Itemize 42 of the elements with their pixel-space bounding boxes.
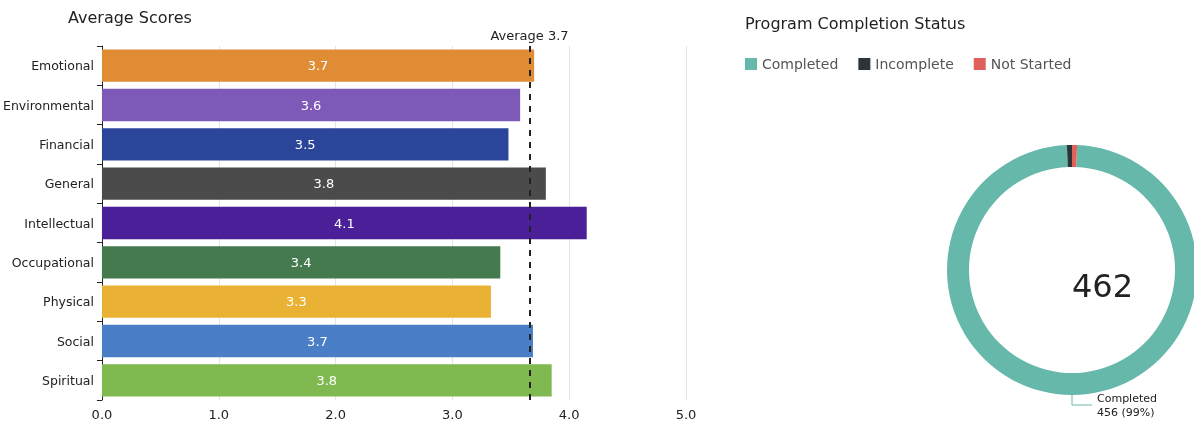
text: 462 [1072, 267, 1134, 305]
bar [101, 364, 552, 397]
y-tick-label: Physical [43, 294, 94, 310]
chart-title: Program Completion Status [745, 13, 966, 33]
x-tick-label: 5.0 [675, 407, 697, 422]
bar [101, 167, 546, 200]
data-label: 3.6 [300, 97, 322, 113]
data-label: 3.8 [316, 372, 338, 388]
data-label: 456 (99%) [1097, 405, 1155, 419]
data-label: 3.3 [286, 294, 307, 310]
bar [101, 246, 501, 279]
x-tick-label: 3.0 [442, 407, 463, 422]
y-tick-label: Occupational [11, 254, 94, 270]
bar [101, 324, 533, 358]
y-tick-label: Environmental [3, 97, 94, 113]
legend-label: Completed [762, 56, 839, 72]
chart-title: Average Scores [68, 7, 192, 27]
y-tick-label: Social [56, 333, 94, 349]
y-tick-label: Spiritual [42, 372, 94, 388]
data-label: 3.8 [313, 176, 335, 192]
x-tick-label: 2.0 [325, 407, 346, 422]
data-label: 3.7 [307, 58, 329, 74]
legend-label: Not Started [990, 56, 1072, 72]
data-label: 3.4 [290, 254, 312, 270]
bar [101, 206, 587, 240]
slice-label: Completed [1097, 391, 1157, 405]
bar [101, 128, 509, 161]
y-tick-label: General [44, 176, 94, 192]
data-label: 3.7 [307, 333, 328, 349]
y-tick-label: Intellectual [24, 215, 94, 231]
x-tick-label: 1.0 [208, 407, 230, 422]
bar [101, 49, 535, 82]
x-tick-label: 4.0 [558, 407, 580, 422]
bar [101, 88, 521, 122]
data-label: 3.5 [294, 136, 316, 152]
x-tick-label: 0.0 [91, 407, 113, 422]
legend-label: Incomplete [875, 56, 954, 72]
y-tick-label: Emotional [31, 58, 94, 74]
bar [101, 285, 491, 318]
y-tick-label: Financial [39, 136, 94, 152]
data-label: 4.1 [333, 215, 355, 231]
ref-line-label: Average 3.7 [490, 28, 569, 43]
